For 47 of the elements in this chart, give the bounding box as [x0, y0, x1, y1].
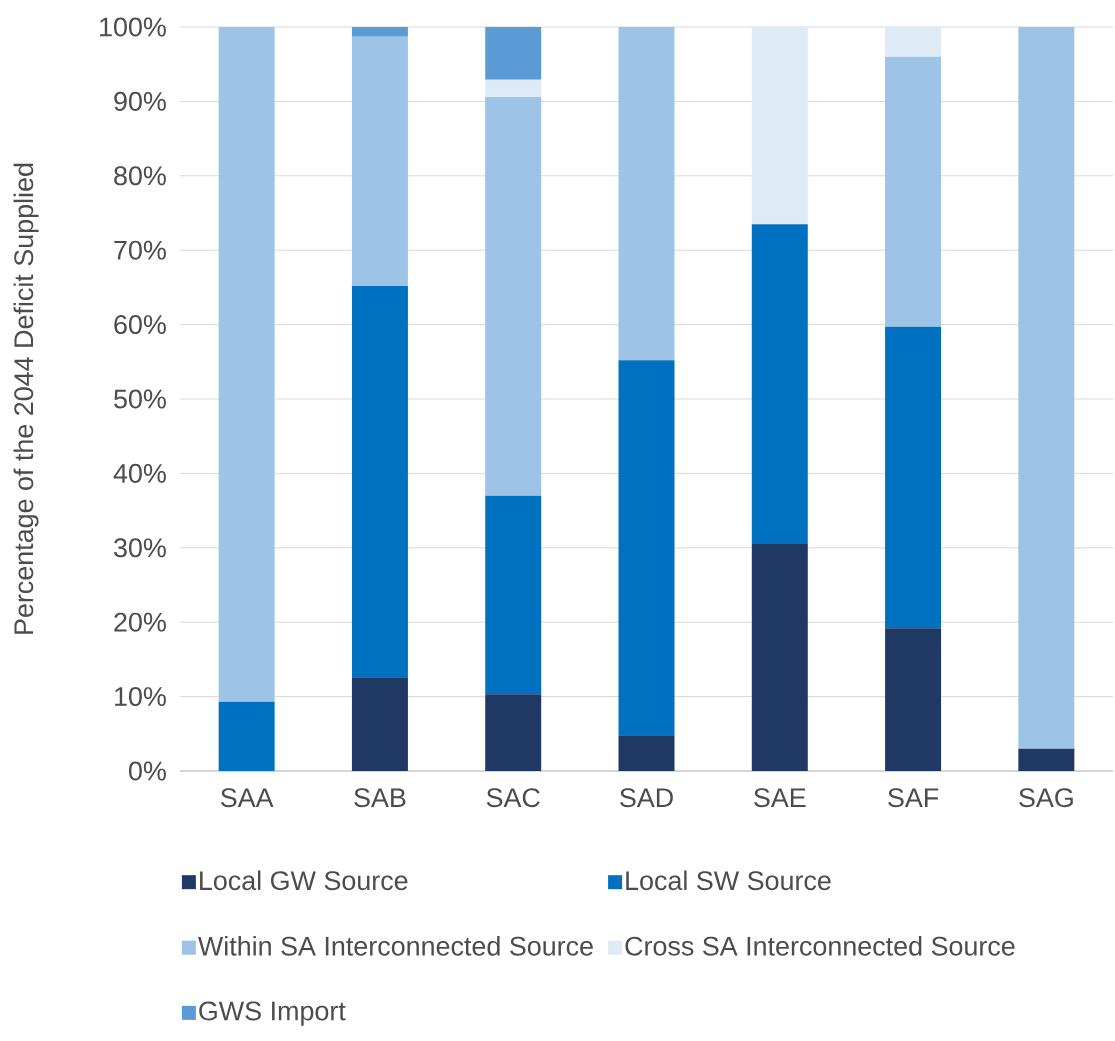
y-tick-label: 70%: [114, 240, 166, 260]
bar: [485, 694, 542, 771]
x-tick-label: SAE: [754, 788, 806, 808]
x-tick-label: SAD: [620, 788, 673, 808]
bar: [485, 79, 542, 97]
bar: [351, 26, 408, 37]
x-tick-label: SAB: [354, 788, 406, 808]
legend-label: Within SA Interconnected Source: [198, 935, 593, 956]
x-tick-label: SAA: [220, 788, 274, 808]
bar: [1018, 748, 1075, 771]
legend-label: Cross SA Interconnected Source: [625, 935, 1015, 956]
legend-label: Local GW Source: [200, 870, 408, 891]
y-tick-label: 80%: [114, 166, 166, 186]
bar: [351, 285, 408, 678]
x-tick-label: SAF: [888, 788, 939, 808]
y-tick-label: 50%: [114, 389, 166, 409]
legend-label: Local SW Source: [626, 870, 831, 891]
bar: [618, 360, 675, 736]
bar: [485, 26, 542, 80]
bar: [885, 56, 942, 327]
bar: [751, 224, 808, 545]
y-tick-label: 30%: [114, 538, 166, 558]
y-tick-label: 60%: [114, 315, 166, 335]
bar: [618, 26, 675, 361]
y-tick-label: 0%: [129, 761, 166, 781]
bar: [218, 701, 275, 771]
y-tick-label: 10%: [115, 687, 166, 707]
bar: [618, 735, 675, 771]
y-axis-title: Percentage of the 2044 Deficit Supplied: [13, 163, 39, 634]
bar: [885, 326, 942, 629]
bar: [351, 677, 408, 771]
y-tick-label: 40%: [113, 463, 166, 483]
bar: [885, 26, 942, 57]
legend-label: GWS Import: [199, 1001, 346, 1026]
y-tick-label: 100%: [100, 17, 166, 37]
bar: [351, 36, 408, 286]
bar: [485, 96, 542, 496]
y-tick-label: 90%: [114, 91, 166, 111]
x-tick-label: SAG: [1019, 788, 1073, 808]
bar: [751, 544, 808, 771]
x-tick-label: SAC: [486, 788, 540, 808]
bar: [218, 26, 275, 702]
y-tick-label: 20%: [114, 612, 166, 632]
bar: [1018, 26, 1075, 749]
bar: [485, 495, 542, 695]
bar: [751, 26, 808, 225]
bar: [885, 628, 942, 771]
